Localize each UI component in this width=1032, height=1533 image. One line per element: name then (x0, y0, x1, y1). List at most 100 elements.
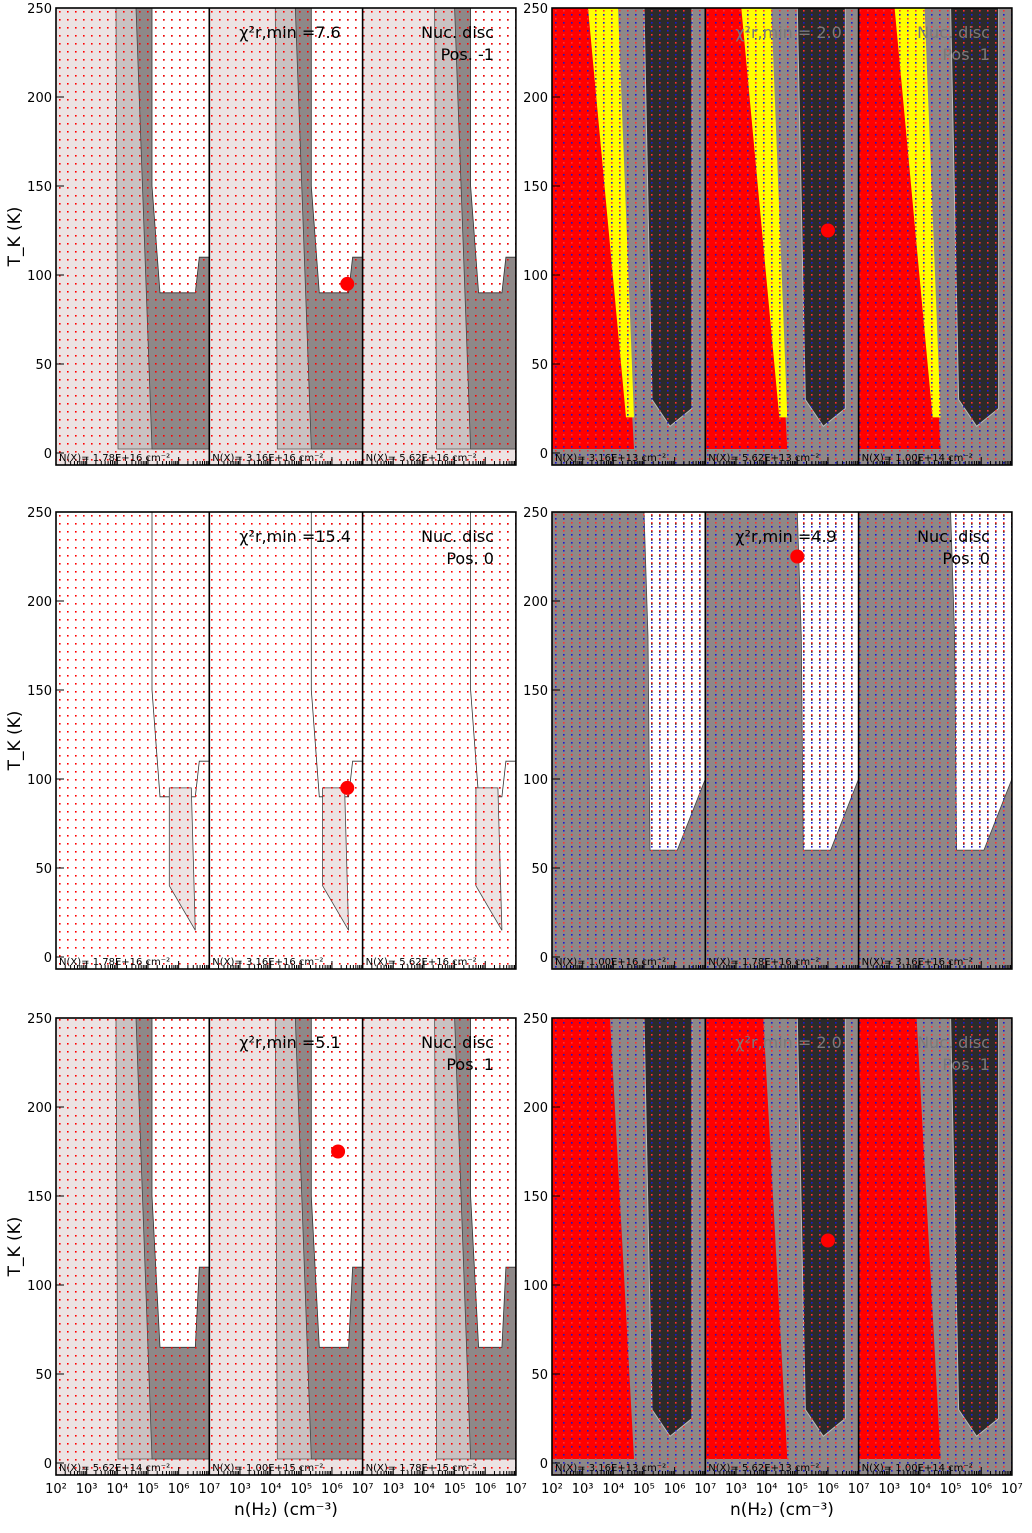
chi2-min-label: χ²r,min = 2.0 (735, 23, 842, 42)
chi2-min-label: χ²r,min =4.9 (735, 527, 836, 546)
annotation-line: Pos. 1 (942, 1055, 990, 1074)
column-density-label: N(X)= 1.00E+16 cm⁻² (555, 957, 666, 968)
annotation-line: Pos. -1 (441, 45, 494, 64)
y-tick-label: 100 (523, 773, 548, 788)
grid-points (209, 1018, 363, 1475)
column-density-label: N(X)= 1.78E+16 cm⁻² (59, 453, 170, 464)
column-density-label: N(X)= 1.00E+15 cm⁻² (212, 1463, 323, 1474)
y-tick-label: 50 (35, 1368, 52, 1383)
column-density-label: N(X)= 3.16E+16 cm⁻² (212, 957, 323, 968)
x-tick-label: 10⁴ (909, 1482, 931, 1497)
y-tick-label: 150 (523, 1190, 548, 1205)
subpanel-3: N(X)= 3.16E+16 cm⁻² (858, 511, 1013, 969)
y-tick-label: 250 (27, 506, 52, 521)
y-tick-label: 250 (523, 2, 548, 17)
y-tick-label: 250 (523, 1012, 548, 1027)
subpanel-1: N(X)= 3.16E+13 cm⁻² (551, 1017, 706, 1475)
y-tick-label: 100 (27, 1279, 52, 1294)
annotation-line: Pos. 1 (446, 1055, 494, 1074)
column-density-label: N(X)= 1.00E+14 cm⁻² (862, 453, 973, 464)
chart-panel-1: N(X)= 1.78E+16 cm⁻² N(X)= 3.16E+16 cm⁻² N(… (5, 2, 517, 466)
subpanel-1: N(X)= 1.78E+16 cm⁻² (55, 511, 210, 969)
x-tick-label: 10⁶ (321, 1482, 343, 1497)
x-tick-label: 10⁴ (413, 1482, 435, 1497)
x-tick-label: 10⁶ (664, 1482, 686, 1497)
subpanel-3: N(X)= 1.00E+14 cm⁻² (858, 1017, 1013, 1475)
y-axis-label: T_K (K) (5, 1217, 25, 1278)
grid-points (56, 8, 210, 465)
x-tick-label: 10⁵ (137, 1482, 159, 1497)
column-density-label: N(X)= 3.16E+13 cm⁻² (555, 453, 666, 464)
x-tick-label: 10³ (76, 1482, 98, 1497)
subpanel-2: N(X)= 5.62E+13 cm⁻² (704, 7, 860, 465)
column-density-label: N(X)= 5.62E+13 cm⁻² (708, 1463, 819, 1474)
x-tick-label: 10⁷ (848, 1482, 870, 1497)
y-tick-label: 50 (35, 358, 52, 373)
x-tick-label: 10⁵ (444, 1482, 466, 1497)
y-tick-label: 150 (27, 684, 52, 699)
column-density-label: N(X)= 1.78E+16 cm⁻² (708, 957, 819, 968)
x-tick-label: 10⁶ (970, 1482, 992, 1497)
subpanel-3: N(X)= 1.00E+14 cm⁻² (858, 7, 1013, 465)
annotation-line: Pos. 0 (446, 549, 494, 568)
annotation-line: Nuc. disc (917, 1033, 990, 1052)
subpanel-1: N(X)= 3.16E+13 cm⁻² (551, 7, 706, 465)
y-tick-label: 50 (35, 862, 52, 877)
plot-frame (551, 7, 1013, 466)
chart-panel-5: N(X)= 5.62E+14 cm⁻² N(X)= 1.00E+15 cm⁻² N(… (5, 1012, 527, 1520)
subpanel-1: N(X)= 1.00E+16 cm⁻² (551, 511, 706, 969)
column-density-label: N(X)= 5.62E+13 cm⁻² (708, 453, 819, 464)
annotation-line: Nuc. disc (421, 527, 494, 546)
y-tick-label: 0 (540, 1457, 548, 1472)
subpanel-2: N(X)= 1.00E+15 cm⁻² (208, 1017, 364, 1475)
x-tick-label: 10⁴ (602, 1482, 624, 1497)
y-tick-label: 0 (44, 951, 52, 966)
plot-frame (55, 511, 517, 970)
column-density-label: N(X)= 3.16E+16 cm⁻² (862, 957, 973, 968)
annotation-line: Nuc. disc (421, 23, 494, 42)
y-tick-label: 100 (523, 269, 548, 284)
grid-points (858, 512, 1012, 969)
x-tick-label: 10⁵ (940, 1482, 962, 1497)
y-tick-label: 200 (27, 91, 52, 106)
y-tick-label: 200 (27, 1101, 52, 1116)
annotation-line: Nuc. disc (421, 1033, 494, 1052)
grid-points (858, 8, 1012, 465)
x-tick-label: 10⁷ (198, 1482, 220, 1497)
column-density-label: N(X)= 3.16E+13 cm⁻² (555, 1463, 666, 1474)
subpanel-3: N(X)= 1.78E+15 cm⁻² (362, 1017, 517, 1475)
annotation-line: Nuc. disc (917, 23, 990, 42)
best-fit-marker (820, 1233, 835, 1248)
x-tick-label: 10⁴ (756, 1482, 778, 1497)
y-tick-label: 100 (27, 269, 52, 284)
x-axis-label: n(H₂) (cm⁻³) (730, 1500, 834, 1520)
y-tick-label: 200 (523, 91, 548, 106)
chi2-min-label: χ²r,min =7.6 (239, 23, 340, 42)
y-tick-label: 150 (523, 180, 548, 195)
x-axis-label: n(H₂) (cm⁻³) (234, 1500, 338, 1520)
y-tick-label: 50 (531, 358, 548, 373)
y-axis-label: T_K (K) (5, 207, 25, 268)
column-density-label: N(X)= 5.62E+14 cm⁻² (59, 1463, 170, 1474)
chi2-min-label: χ²r,min =5.1 (239, 1033, 340, 1052)
column-density-label: N(X)= 1.78E+16 cm⁻² (59, 957, 170, 968)
grid-points (705, 1018, 859, 1475)
grid-points (552, 1018, 706, 1475)
grid-points (209, 512, 363, 969)
chi2-min-label: χ²r,min =15.4 (239, 527, 351, 546)
grid-points (705, 8, 859, 465)
x-tick-label: 10³ (572, 1482, 594, 1497)
grid-points (858, 1018, 1012, 1475)
grid-points (552, 8, 706, 465)
y-tick-label: 200 (523, 1101, 548, 1116)
x-tick-label: 10³ (229, 1482, 251, 1497)
column-density-label: N(X)= 1.78E+15 cm⁻² (366, 1463, 477, 1474)
subpanel-3: N(X)= 5.62E+16 cm⁻² (362, 511, 517, 969)
x-tick-label: 10⁶ (168, 1482, 190, 1497)
column-density-label: N(X)= 3.16E+16 cm⁻² (212, 453, 323, 464)
x-tick-label: 10⁶ (817, 1482, 839, 1497)
plot-frame (551, 511, 1013, 970)
x-tick-label: 10⁷ (505, 1482, 527, 1497)
grid-points (362, 8, 516, 465)
